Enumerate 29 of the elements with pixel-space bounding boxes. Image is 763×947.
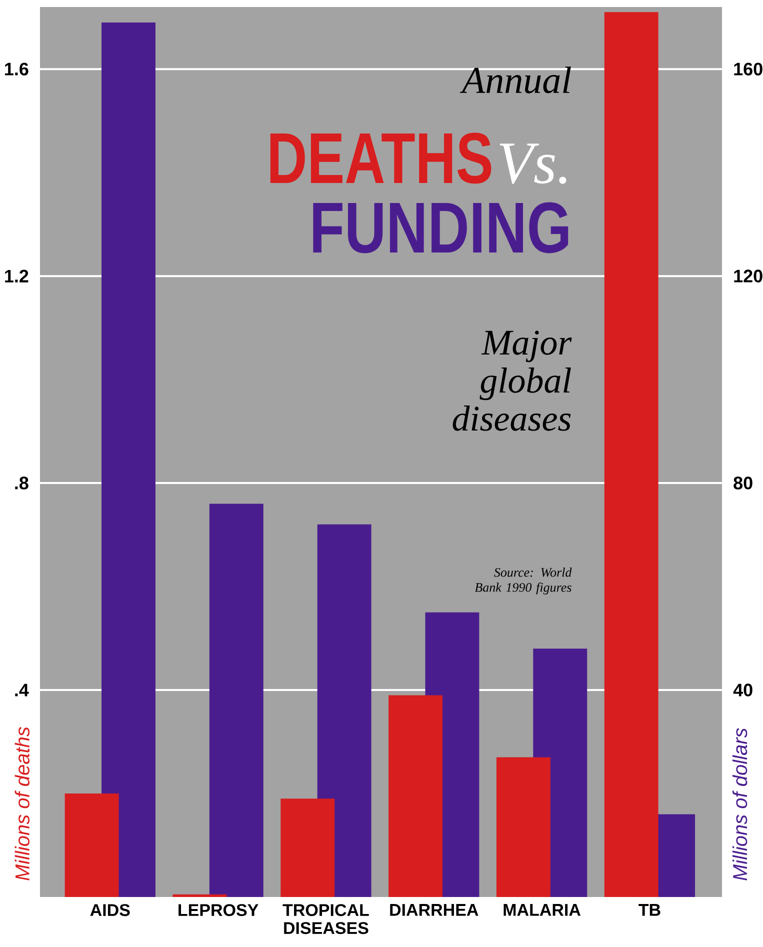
bar: [102, 22, 156, 897]
y-axis-title: Millions of deaths: [14, 726, 30, 880]
y-tick-label: .4: [15, 684, 29, 696]
y2-tick-label: 120: [734, 270, 762, 282]
x-tick-label: AIDS: [90, 904, 130, 916]
x-tick-label: MALARIA: [504, 904, 581, 916]
annotation: Source: World Bank 1990 figures: [474, 568, 572, 594]
y-tick-label: 1.6: [5, 62, 28, 76]
bar: [172, 894, 227, 897]
y2-axis-title: Millions of dollars: [732, 728, 748, 880]
y-tick-label: .8: [15, 476, 28, 490]
text: Major global diseases: [452, 330, 572, 431]
bar: [64, 794, 119, 897]
y2-tick-label: 160: [734, 62, 762, 76]
x-tick-label: DIARRHEA: [390, 904, 478, 916]
x-tick-label: TROPICAL DISEASES: [282, 904, 369, 934]
x-tick-label: TB: [638, 904, 660, 916]
bar: [604, 12, 658, 897]
bar: [317, 524, 372, 897]
annotation: Vs.: [500, 144, 566, 184]
y-tick-label: 1.2: [5, 270, 28, 282]
bar: [280, 798, 335, 897]
annotation: FUNDING: [313, 202, 568, 254]
x-tick-label: LEPROSY: [178, 904, 258, 916]
bar: [209, 504, 264, 897]
annotation: DEATHS: [270, 132, 492, 184]
text: Annual: [460, 66, 571, 94]
y2-tick-label: 40: [733, 684, 752, 696]
y2-tick-label: 80: [734, 476, 752, 490]
